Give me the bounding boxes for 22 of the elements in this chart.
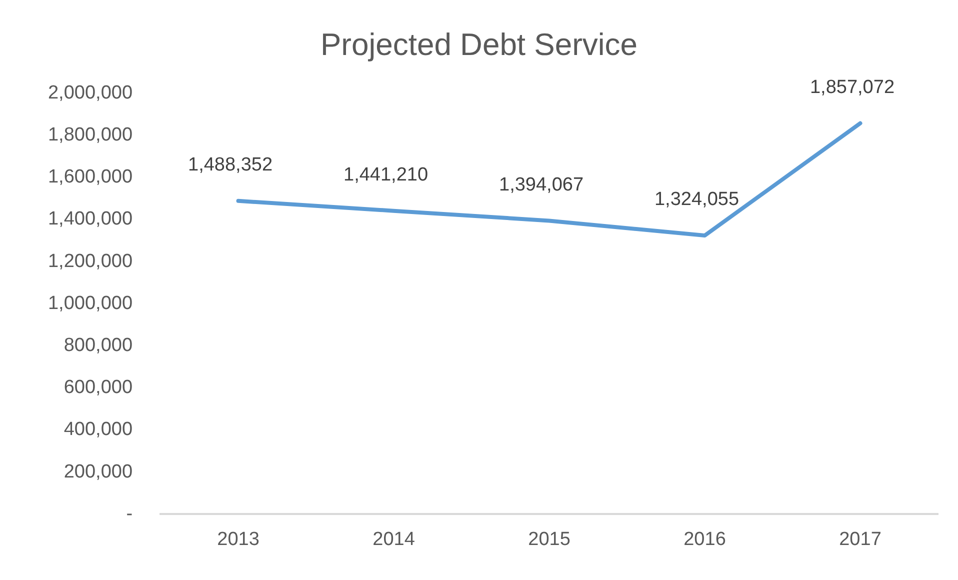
x-tick-label: 2017 [839, 528, 882, 550]
y-tick-label: 1,400,000 [48, 208, 133, 230]
y-tick-label: 400,000 [64, 419, 133, 440]
y-tick-label: 1,600,000 [48, 166, 133, 188]
y-tick-label: 2,000,000 [48, 82, 133, 104]
data-label: 1,324,055 [654, 189, 740, 210]
y-tick-label: 1,200,000 [48, 250, 133, 272]
data-label: 1,441,210 [344, 164, 428, 186]
y-tick-label: 1,000,000 [48, 292, 133, 314]
y-tick-label: 1,800,000 [48, 124, 133, 146]
y-tick-label: 600,000 [64, 377, 133, 398]
data-label: 1,394,067 [498, 174, 584, 196]
x-tick-label: 2014 [372, 528, 416, 550]
chart-title: Projected Debt Service [320, 27, 638, 62]
x-tick-label: 2015 [528, 528, 570, 550]
y-tick-label: 200,000 [64, 461, 133, 482]
data-label: 1,857,072 [810, 77, 895, 98]
y-tick-label: 800,000 [64, 335, 133, 356]
y-tick-label: - [126, 503, 133, 524]
x-tick-label: 2013 [217, 528, 260, 550]
data-label: 1,488,352 [188, 154, 273, 176]
x-tick-label: 2016 [684, 528, 726, 550]
